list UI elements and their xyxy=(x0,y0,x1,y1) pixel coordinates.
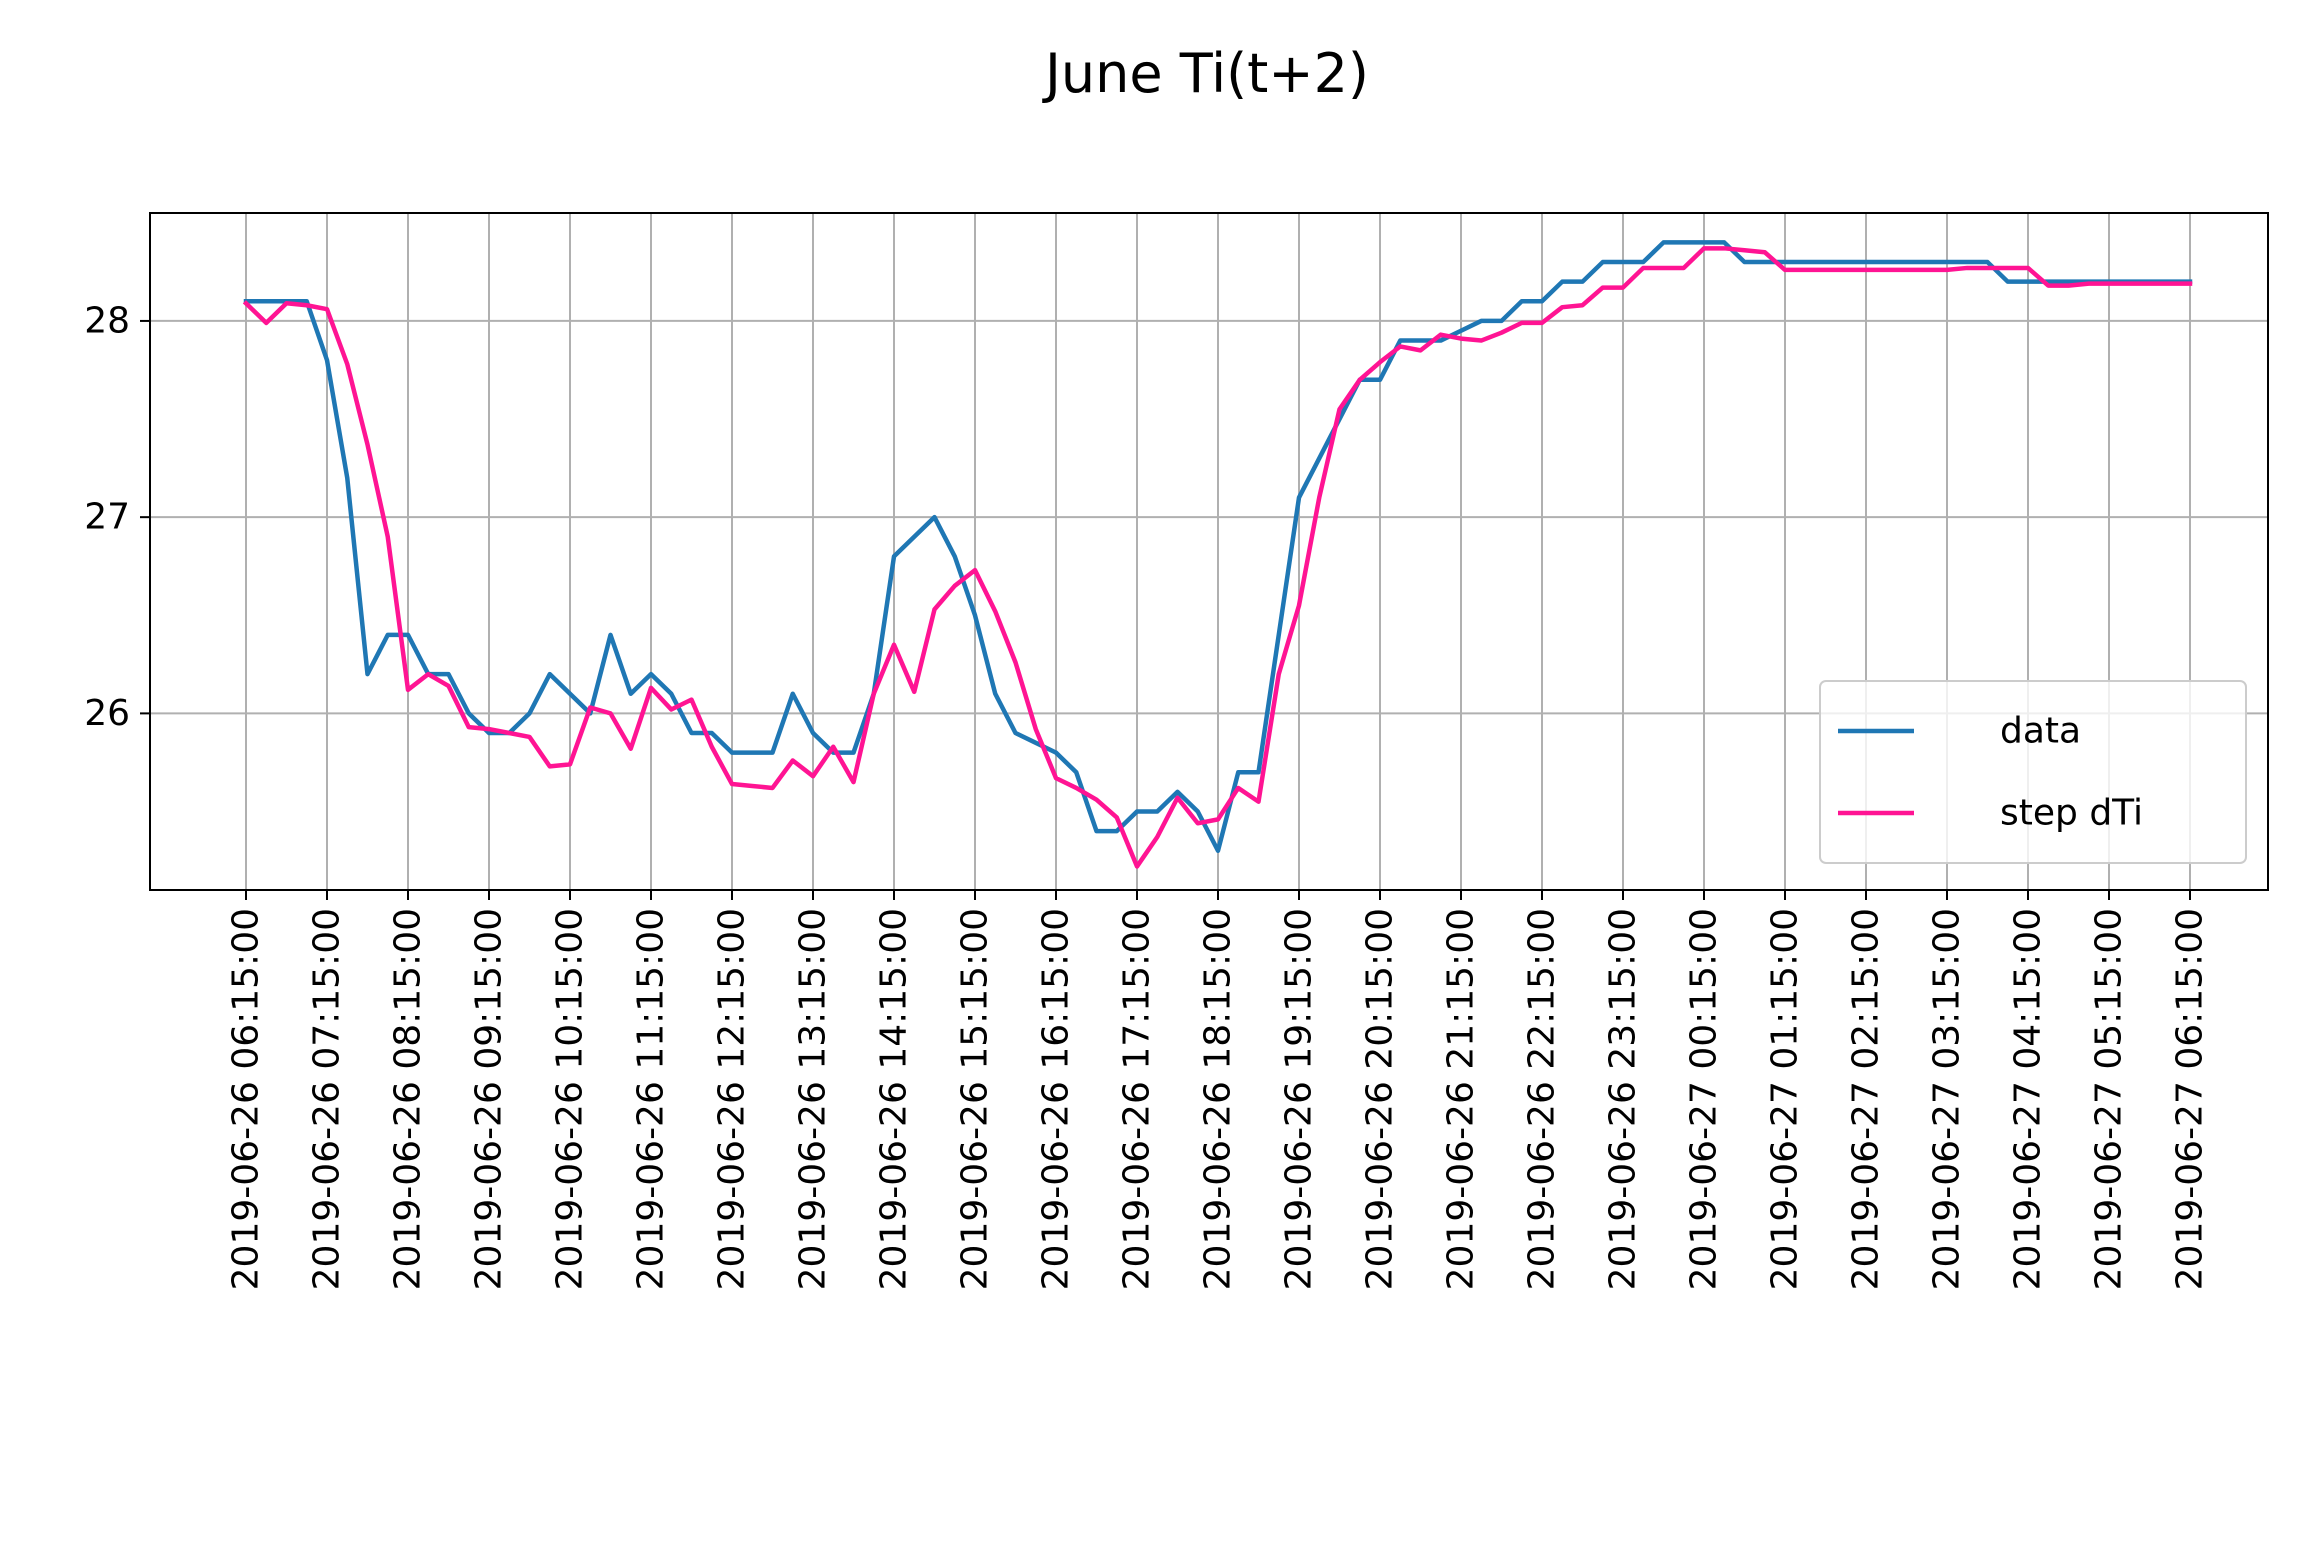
x-tick-label: 2019-06-26 10:15:00 xyxy=(550,908,591,1290)
y-axis: 26 27 28 xyxy=(84,300,150,734)
y-tick-label: 28 xyxy=(84,300,130,341)
plot-frame xyxy=(149,212,2269,891)
x-axis: 2019-06-26 06:15:00 2019-06-26 07:15:00 20… xyxy=(226,890,2211,1290)
x-tick-label: 2019-06-26 07:15:00 xyxy=(307,908,348,1290)
legend: data step dTi xyxy=(1819,680,2247,864)
x-tick-label: 2019-06-27 05:15:00 xyxy=(2089,908,2130,1290)
x-tick-label: 2019-06-26 13:15:00 xyxy=(793,908,834,1290)
x-tick-label: 2019-06-27 00:15:00 xyxy=(1684,908,1725,1290)
x-tick-label: 2019-06-26 23:15:00 xyxy=(1603,908,1644,1290)
y-tick-label: 26 xyxy=(84,693,130,734)
x-tick-label: 2019-06-26 14:15:00 xyxy=(874,908,915,1290)
x-tick-label: 2019-06-26 17:15:00 xyxy=(1117,908,1158,1290)
x-tick-label: 2019-06-26 18:15:00 xyxy=(1198,908,1239,1290)
x-tick-label: 2019-06-26 12:15:00 xyxy=(712,908,753,1290)
x-tick-label: 2019-06-27 01:15:00 xyxy=(1765,908,1806,1290)
x-tick-label: 2019-06-27 03:15:00 xyxy=(1927,908,1968,1290)
x-tick-label: 2019-06-26 15:15:00 xyxy=(955,908,996,1290)
x-tick-label: 2019-06-26 22:15:00 xyxy=(1522,908,1563,1290)
x-tick-label: 2019-06-27 04:15:00 xyxy=(2008,908,2049,1290)
x-tick-label: 2019-06-27 06:15:00 xyxy=(2170,908,2211,1290)
x-tick-label: 2019-06-26 19:15:00 xyxy=(1279,908,1320,1290)
y-tick-label: 27 xyxy=(84,497,130,538)
series-lines xyxy=(242,240,2193,869)
series-line-step-dti xyxy=(242,246,2193,869)
legend-label: data xyxy=(2000,711,2081,752)
chart-title: June Ti(t+2) xyxy=(1042,42,1369,105)
legend-label: step dTi xyxy=(2000,793,2143,834)
x-tick-label: 2019-06-26 20:15:00 xyxy=(1360,908,1401,1290)
x-tick-label: 2019-06-26 08:15:00 xyxy=(388,908,429,1290)
x-tick-label: 2019-06-26 21:15:00 xyxy=(1441,908,1482,1290)
legend-box xyxy=(1819,680,2247,864)
x-tick-label: 2019-06-27 02:15:00 xyxy=(1846,908,1887,1290)
x-tick-label: 2019-06-26 09:15:00 xyxy=(469,908,510,1290)
x-tick-label: 2019-06-26 16:15:00 xyxy=(1036,908,1077,1290)
x-tick-label: 2019-06-26 11:15:00 xyxy=(631,908,672,1290)
x-tick-label: 2019-06-26 06:15:00 xyxy=(226,908,267,1290)
series-line-data xyxy=(243,240,2193,853)
